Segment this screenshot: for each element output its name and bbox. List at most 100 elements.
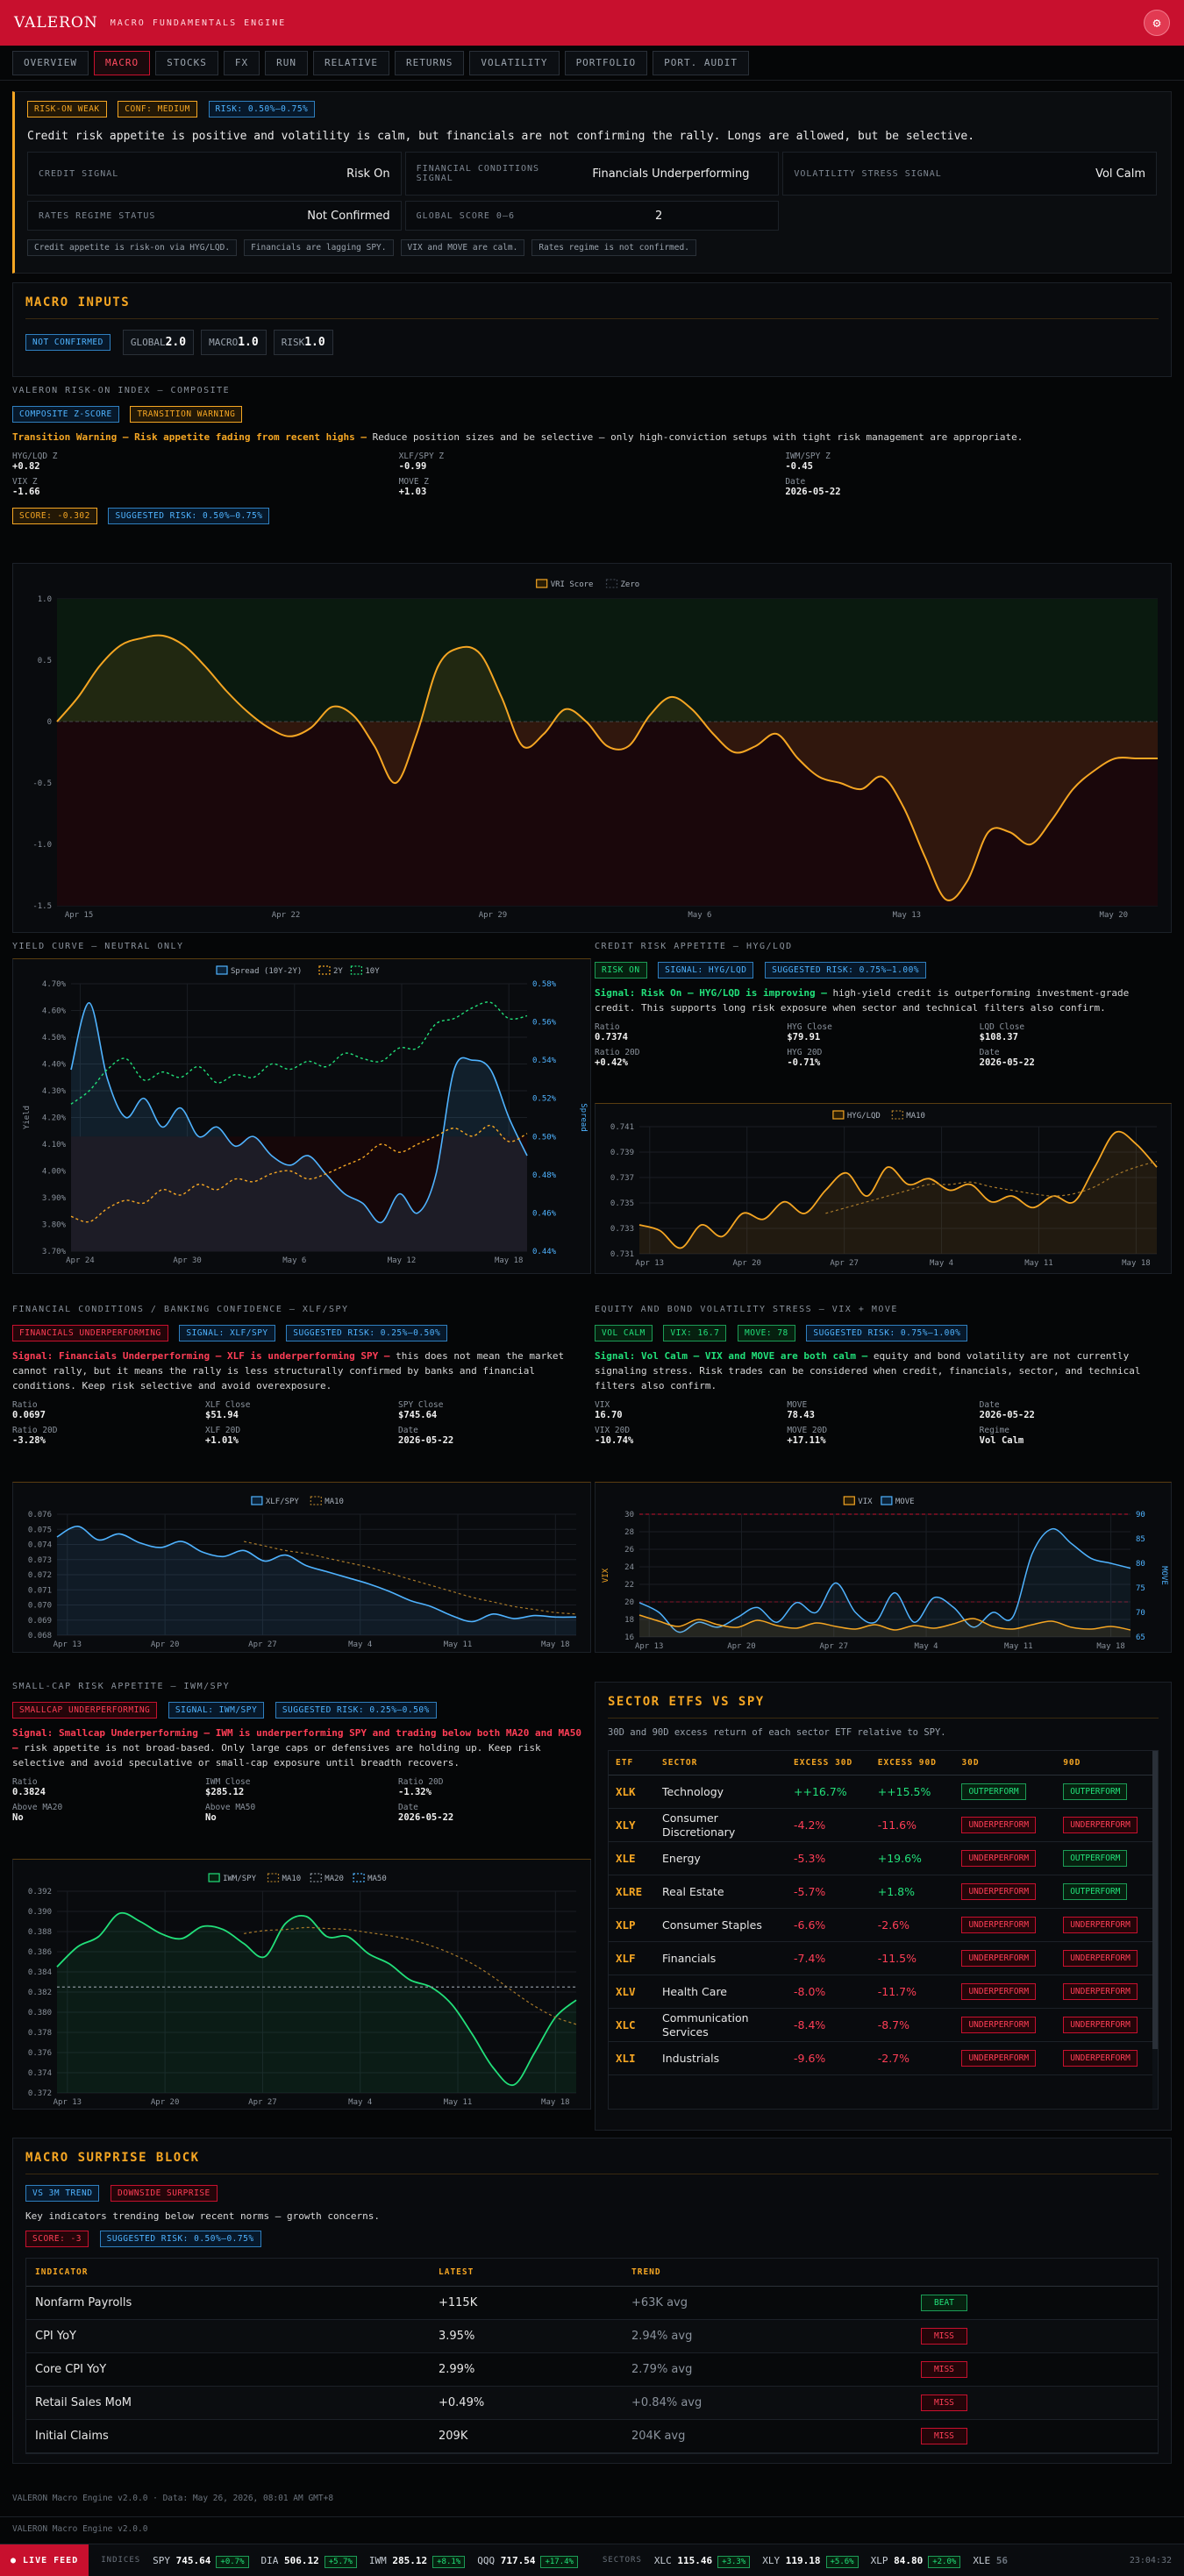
tick-label: 0.074 [28, 1541, 52, 1550]
smallcap-badge: SMALLCAP UNDERPERFORMING [12, 1702, 158, 1719]
sector-name: Communication Services [655, 2008, 788, 2042]
table-row: XLRE Real Estate -5.7% +1.8% UNDERPERFORM OUT… [609, 1875, 1158, 1909]
result-badge: MISS [921, 2428, 967, 2444]
sector-excess-90d: -11.6% [870, 1808, 955, 1842]
ticker-indices-label: INDICES [101, 2556, 141, 2565]
vol-stats: VIX 16.70 MOVE 78.43 Date 2026-05-22 VIX 20D -1… [595, 1400, 1172, 1446]
y-axis-label-right: Spread [579, 1103, 588, 1132]
tab-fx[interactable]: FX [223, 50, 260, 75]
stat-value: +0.82 [12, 461, 40, 472]
tick-label: May 13 [893, 911, 922, 920]
smallcap-title: SMALL-CAP RISK APPETITE — IWM/SPY [12, 1682, 231, 1691]
tick-label: -0.5 [32, 779, 52, 788]
financials-section: FINANCIAL CONDITIONS / BANKING CONFIDENC… [12, 1305, 591, 1446]
stat-value: 2026-05-22 [979, 1057, 1035, 1068]
surprise-risk-badge: SUGGESTED RISK: 0.50%–0.75% [99, 2231, 261, 2247]
stat-value: $745.64 [398, 1410, 438, 1420]
legend-entry: 2Y [333, 967, 343, 976]
tick-label: Apr 13 [635, 1642, 664, 1651]
tick-label: Apr 27 [248, 2098, 277, 2107]
sectors-col-header: 30D [954, 1751, 1057, 1775]
tick-label: May 11 [1024, 1259, 1053, 1268]
stat-value: +0.42% [595, 1057, 628, 1068]
tab-volatility[interactable]: VOLATILITY [469, 50, 560, 75]
tick-label: 1.0 [38, 595, 52, 604]
sectors-scrollbar[interactable] [1152, 1751, 1158, 2109]
legend-swatch [891, 1110, 903, 1120]
ticker-item: DIA 506.12 +5.7% [261, 2555, 357, 2568]
stat: Date 2026-05-22 [398, 1426, 591, 1446]
tab-portfolio[interactable]: PORTFOLIO [564, 50, 648, 75]
vol-signal-text: Signal: Vol Calm — VIX and MOVE are both… [595, 1350, 1141, 1391]
result-badge: MISS [921, 2361, 967, 2378]
sector-status-90d: OUTPERFORM [1056, 1775, 1158, 1809]
stat-value: +17.11% [787, 1435, 826, 1446]
tick-label: 4.50% [42, 1034, 67, 1042]
gear-icon[interactable]: ⚙ [1144, 10, 1170, 36]
credit-badge: RISK ON [595, 962, 647, 978]
tab-relative[interactable]: RELATIVE [312, 50, 389, 75]
tab-returns[interactable]: RETURNS [394, 50, 465, 75]
stat: HYG/LQD Z +0.82 [12, 452, 399, 472]
vri-score-badge: SCORE: -0.302 [12, 508, 97, 524]
tab-run[interactable]: RUN [265, 50, 308, 75]
sector-status-90d: OUTPERFORM [1056, 1875, 1158, 1909]
status-badge: UNDERPERFORM [1063, 1950, 1138, 1967]
tab-macro[interactable]: MACRO [93, 50, 151, 75]
status-badge: UNDERPERFORM [1063, 2017, 1138, 2033]
tick-label: Apr 27 [820, 1642, 849, 1651]
stat-label: Date [979, 1400, 1000, 1410]
status-badge: UNDERPERFORM [961, 1917, 1037, 1933]
tick-label: Apr 27 [830, 1259, 859, 1268]
sector-name: Health Care [655, 1975, 788, 2009]
y-axis-label-right: MOVE [1159, 1566, 1168, 1585]
tick-label: 4.10% [42, 1141, 67, 1149]
tab-stocks[interactable]: STOCKS [155, 50, 218, 75]
tab-overview[interactable]: OVERVIEW [12, 50, 89, 75]
stat: Ratio 20D +0.42% [595, 1048, 787, 1068]
table-row: XLC Communication Services -8.4% -8.7% UNDER… [609, 2008, 1158, 2042]
status-badge: UNDERPERFORM [1063, 1917, 1138, 1933]
stat: LQD Close $108.37 [980, 1022, 1172, 1042]
stat-value: +1.01% [205, 1435, 239, 1446]
stat-value: Vol Calm [979, 1435, 1024, 1446]
stat-value: 2026-05-22 [398, 1812, 454, 1823]
indicator-trend: 204K avg [623, 2419, 912, 2453]
sectors-title: SECTOR ETFS VS SPY [608, 1695, 765, 1709]
sector-etf: XLV [609, 1975, 656, 2009]
stat-label: SPY Close [398, 1400, 444, 1410]
tab-port-audit[interactable]: PORT. AUDIT [653, 50, 750, 75]
xlf-spy-chart: 0.076 0.075 0.074 0.073 0.072 0.071 0.070 0.069… [12, 1482, 591, 1653]
vri-warning-badge: TRANSITION WARNING [130, 406, 243, 423]
sector-excess-90d: -2.7% [870, 2041, 955, 2075]
indicator-name: Retail Sales MoM [26, 2386, 430, 2420]
tick-label: 0.372 [28, 2089, 52, 2098]
ticker-change: +2.0% [928, 2555, 961, 2568]
financials-title: FINANCIAL CONDITIONS / BANKING CONFIDENC… [12, 1305, 349, 1314]
financials-signal-text: Signal: Financials Underperforming — XLF… [12, 1350, 565, 1391]
tick-label: 0.076 [28, 1511, 52, 1519]
vix-badge: VIX: 16.7 [663, 1325, 727, 1341]
ticker-symbol: SPY [153, 2554, 171, 2566]
indicator-trend: 2.79% avg [623, 2352, 912, 2387]
ticker-time: 23:04:32 [1129, 2555, 1172, 2565]
tick-label: 0.376 [28, 2049, 52, 2058]
status-badge: OUTPERFORM [1063, 1850, 1128, 1867]
regime-banner: RISK-ON WEAK CONF: MEDIUM RISK: 0.50%–0.… [12, 91, 1172, 274]
stat-value: -1.32% [398, 1787, 432, 1797]
tick-label: May 12 [388, 1256, 417, 1265]
sector-excess-30d: -4.2% [787, 1808, 871, 1842]
sectors-table-scroll[interactable]: ETF SECTOR EXCESS 30D EXCESS 90D 30D 90D XLK T… [608, 1750, 1159, 2110]
legend-entry: VRI Score [551, 580, 594, 589]
credit-risk-badge: SUGGESTED RISK: 0.75%–1.00% [765, 962, 927, 978]
tick-label: 3.90% [42, 1194, 67, 1203]
stat-label: Ratio 20D [595, 1048, 640, 1057]
smallcap-signal-text: Signal: Smallcap Underperforming — IWM i… [12, 1727, 582, 1768]
xlf-spy-line [56, 1526, 577, 1623]
tick-label: 0.52% [532, 1095, 557, 1104]
stat: Ratio 20D -1.32% [398, 1777, 591, 1797]
sectors-panel: SECTOR ETFS VS SPY 30D and 90D excess re… [595, 1682, 1172, 2131]
legend-swatch [318, 965, 331, 975]
indicator-result: MISS [912, 2352, 1158, 2387]
tick-label: Apr 13 [636, 1259, 665, 1268]
